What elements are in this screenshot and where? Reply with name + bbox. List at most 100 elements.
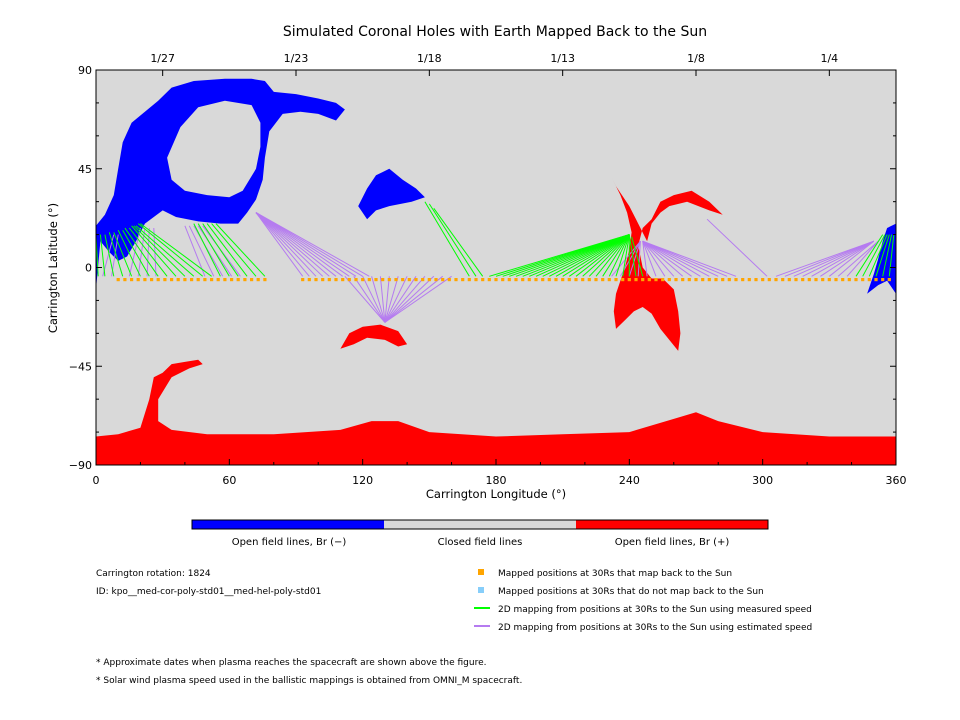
x-tick-label: 240 [619, 474, 640, 487]
mapped-point [236, 278, 240, 282]
x-axis-label: Carrington Longitude (°) [426, 487, 566, 501]
mapped-point [674, 278, 678, 282]
footnote-speed-source: * Solar wind plasma speed used in the ba… [96, 676, 522, 686]
southern-mid-hole [340, 324, 408, 349]
estimated-mapping-line [384, 275, 444, 323]
y-axis-label: Carrington Latitude (°) [46, 203, 60, 333]
estimated-mapping-line [371, 276, 386, 323]
estimated-mapping-line [642, 240, 692, 277]
mapped-point [567, 278, 571, 282]
legend-estimated-label: 2D mapping from positions at 30Rs to the… [498, 623, 812, 633]
mapped-point [190, 278, 194, 282]
estimated-mapping-line [255, 212, 304, 277]
mapped-point [116, 278, 120, 282]
estimated-mapping-line [611, 240, 641, 277]
estimated-mapping-line [642, 240, 737, 277]
measured-mapping-line [428, 203, 477, 277]
measured-mapping-line [868, 234, 888, 277]
mapped-point [307, 278, 311, 282]
mapped-point [881, 278, 885, 282]
mapped-point [594, 278, 598, 282]
mapped-point [434, 278, 438, 282]
estimated-mapping-line [642, 240, 666, 277]
mapped-point [861, 278, 865, 282]
estimated-mapping-line [820, 240, 875, 277]
measured-mapping-line [104, 234, 115, 277]
mapped-point [607, 278, 611, 282]
estimated-mapping-line [384, 275, 435, 323]
estimated-mapping-line [255, 212, 337, 277]
mapped-point [501, 278, 505, 282]
mapped-point [641, 278, 645, 282]
mapped-point [374, 278, 378, 282]
estimated-mapping-line [384, 276, 417, 323]
mapped-point [507, 278, 511, 282]
estimated-mapping-line [379, 276, 386, 323]
mapped-point [761, 278, 765, 282]
x-tick-label: 0 [93, 474, 100, 487]
mapped-point [627, 278, 631, 282]
estimated-mapping-line [628, 241, 641, 277]
mapped-point [587, 278, 591, 282]
measured-mapping-line [582, 234, 630, 277]
mapped-point [614, 278, 618, 282]
measured-mapping-line [562, 234, 630, 277]
measured-mapping-line [197, 223, 230, 277]
chart-title: Simulated Coronal Holes with Earth Mappe… [283, 24, 707, 40]
colorbar-label-negative: Open field lines, Br (−) [232, 537, 347, 548]
mapped-point [547, 278, 551, 282]
mapped-point [561, 278, 565, 282]
mapped-positions [116, 278, 891, 282]
estimated-mapping-line [353, 276, 386, 323]
mapped-point [263, 278, 267, 282]
mapped-point [807, 278, 811, 282]
measured-mapping-line [193, 223, 221, 277]
measured-mapping-line [113, 232, 133, 277]
south-polar-hole [96, 359, 896, 465]
mapped-point [781, 278, 785, 282]
model-id: ID: kpo__med-cor-poly-std01__med-hel-pol… [96, 587, 321, 597]
x-tick-label: 360 [886, 474, 907, 487]
mapped-point [634, 278, 638, 282]
estimated-mapping-line [362, 276, 386, 323]
footnote-dates: * Approximate dates when plasma reaches … [96, 658, 487, 668]
mapped-point [354, 278, 358, 282]
measured-mapping-line [575, 234, 630, 277]
mapped-point [461, 278, 465, 282]
mapped-point [841, 278, 845, 282]
measured-mapping-line [631, 236, 644, 277]
measured-mapping-line [135, 225, 195, 277]
mapped-point [250, 278, 254, 282]
mapped-point [243, 278, 247, 282]
mapped-point [701, 278, 705, 282]
mapped-point [827, 278, 831, 282]
measured-mapping-line [211, 223, 257, 277]
mapped-point [334, 278, 338, 282]
measured-mapping-line [542, 234, 630, 277]
mapped-point [163, 278, 167, 282]
mapped-point [387, 278, 391, 282]
measured-mapping-line [131, 225, 177, 277]
mapped-point [314, 278, 318, 282]
measured-mapping-line [117, 229, 141, 277]
mapped-point [767, 278, 771, 282]
mapped-point [834, 278, 838, 282]
mapped-point [203, 278, 207, 282]
mapped-point [361, 278, 365, 282]
mapped-point [441, 278, 445, 282]
estimated-mapping-line [344, 275, 386, 323]
mapped-point [143, 278, 147, 282]
colorbar [191, 519, 769, 530]
colorbar-label-closed: Closed field lines [438, 537, 523, 548]
estimated-mapping-line [384, 275, 452, 323]
estimated-mapping-line [811, 240, 875, 277]
mapped-point [621, 278, 625, 282]
legend-unmapped-label: Mapped positions at 30Rs that do not map… [498, 587, 764, 597]
estimated-mapping-line [706, 218, 768, 277]
top-date-label: 1/13 [550, 52, 575, 65]
estimated-mapping-line [255, 212, 363, 277]
mapped-point [481, 278, 485, 282]
mapped-point [734, 278, 738, 282]
mapped-point [414, 278, 418, 282]
mapped-point [874, 278, 878, 282]
